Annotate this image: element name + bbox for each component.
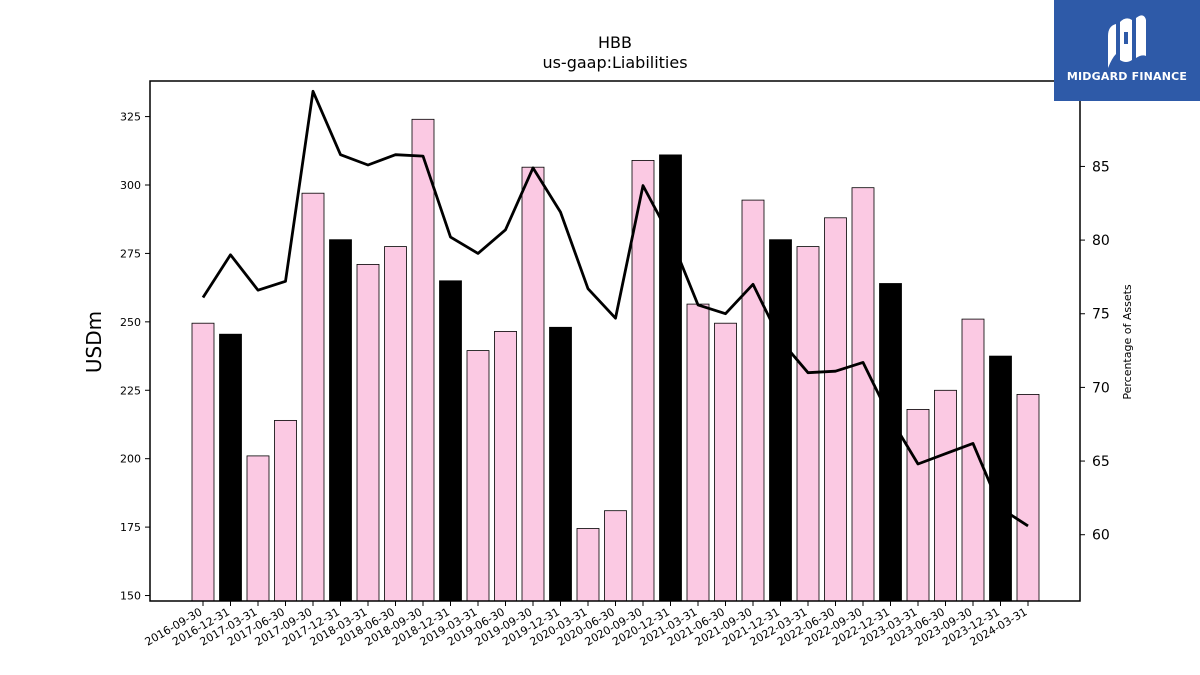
bar-2016-09-30 <box>191 322 215 602</box>
bar-2024-03-31 <box>1016 393 1040 602</box>
y-tick-label: 150 <box>120 590 141 603</box>
bar-2017-09-30 <box>301 192 325 602</box>
bar-2019-12-31 <box>549 326 572 602</box>
percentage-line <box>201 89 1029 528</box>
bar-2018-09-30 <box>411 118 435 602</box>
y2-tick-label: 65 <box>1092 454 1110 470</box>
bar-2020-03-31 <box>576 528 600 602</box>
bar-2023-12-31 <box>989 355 1012 602</box>
y2-tick-label: 85 <box>1092 159 1110 175</box>
bar-2019-06-30 <box>494 330 517 602</box>
y-tick-label: 200 <box>120 453 141 466</box>
bar-2016-12-31 <box>219 333 242 602</box>
y-ticks-group: 150 175 200 225 250 275 300 325 <box>120 111 150 603</box>
y2-tick-label: 60 <box>1092 528 1110 544</box>
bar-2023-03-31 <box>906 408 930 602</box>
logo-text: MIDGARD FINANCE <box>1066 70 1188 83</box>
chart-subtitle: us-gaap:Liabilities <box>542 53 687 72</box>
y-tick-label: 325 <box>120 111 141 124</box>
bar-2022-03-31 <box>796 246 820 602</box>
bar-2017-03-31 <box>246 455 270 602</box>
bar-2022-09-30 <box>851 187 875 602</box>
line-group <box>201 89 1029 528</box>
y-tick-label: 275 <box>120 247 141 260</box>
y-axis-label: USDm <box>82 311 106 373</box>
y2-axis-label: Percentage of Assets <box>1121 284 1134 400</box>
y-tick-label: 250 <box>120 316 141 329</box>
y-tick-label: 300 <box>120 179 141 192</box>
bar-2018-12-31 <box>439 280 462 602</box>
y2-tick-label: 80 <box>1092 233 1110 249</box>
bar-2022-12-31 <box>879 283 902 602</box>
bar-2019-09-30 <box>521 166 545 602</box>
y2-tick-label: 75 <box>1092 307 1110 323</box>
bar-2017-06-30 <box>274 419 297 602</box>
bar-2021-06-30 <box>714 322 737 602</box>
bar-2020-06-30 <box>604 510 627 602</box>
brand-logo: MIDGARD FINANCE <box>1054 0 1200 101</box>
bars-group <box>191 118 1040 602</box>
y2-tick-label: 70 <box>1092 380 1110 396</box>
bar-2023-06-30 <box>934 389 957 602</box>
plot-frame <box>149 80 1081 602</box>
bar-2018-06-30 <box>384 246 407 602</box>
bar-2021-03-31 <box>686 303 710 602</box>
bar-2021-12-31 <box>769 239 792 602</box>
y2-ticks-group: 60 65 70 75 80 85 <box>1080 159 1110 544</box>
bar-2019-03-31 <box>466 350 490 602</box>
y-tick-label: 175 <box>120 521 141 534</box>
bar-2021-09-30 <box>741 199 765 602</box>
x-ticks-group: 2016-09-302016-12-312017-03-312017-06-30… <box>143 601 1030 649</box>
bar-2017-12-31 <box>329 239 352 602</box>
midgard-logo-mark-icon <box>1108 15 1146 68</box>
bar-2018-03-31 <box>356 263 380 602</box>
chart-title: HBB <box>598 33 632 52</box>
y-tick-label: 225 <box>120 384 141 397</box>
bar-2022-06-30 <box>824 217 847 602</box>
